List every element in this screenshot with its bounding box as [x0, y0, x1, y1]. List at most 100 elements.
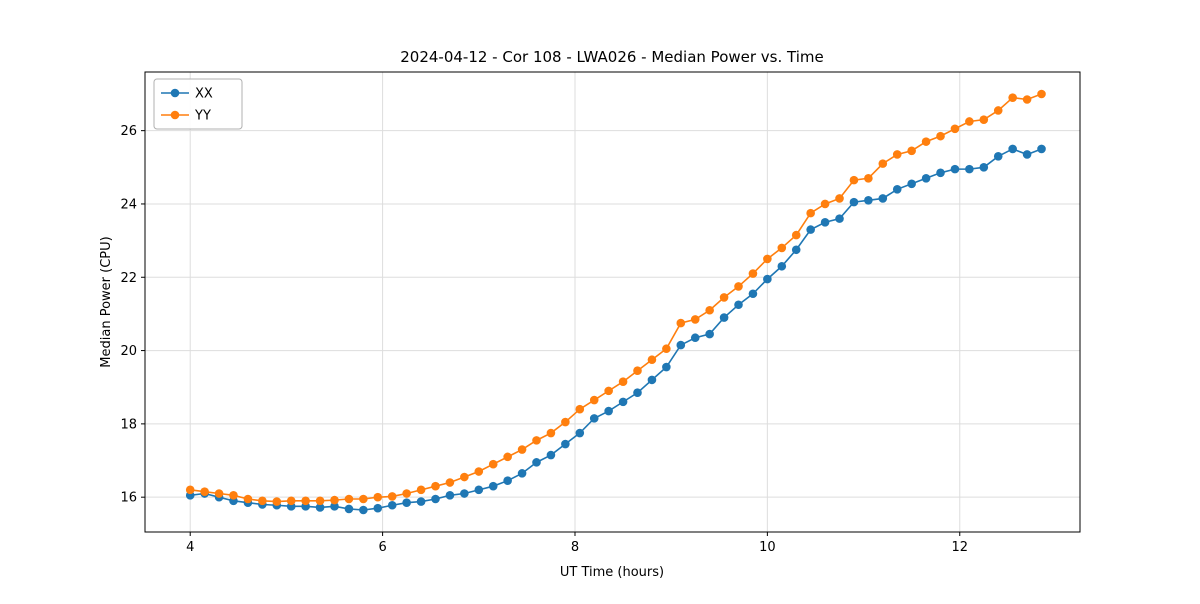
data-point	[503, 476, 512, 485]
data-point	[359, 505, 368, 515]
data-point	[503, 452, 512, 462]
series-layer	[185, 89, 1046, 515]
data-point	[950, 124, 960, 134]
data-point	[820, 217, 830, 227]
data-point	[690, 333, 700, 343]
data-point	[387, 500, 397, 510]
data-point	[1037, 144, 1046, 154]
data-point	[286, 496, 296, 506]
data-point	[864, 173, 873, 183]
x-axis-label: UT Time (hours)	[560, 565, 664, 580]
data-point	[402, 489, 411, 498]
data-point	[878, 194, 888, 203]
data-point	[488, 481, 498, 491]
data-point	[416, 497, 426, 506]
y-tick-label: 16	[120, 491, 137, 506]
legend-marker	[170, 88, 180, 98]
data-point	[243, 494, 253, 504]
data-point	[517, 469, 527, 478]
data-point	[344, 504, 354, 514]
data-point	[820, 199, 830, 209]
data-point	[777, 243, 787, 253]
x-tick-label: 8	[571, 540, 579, 555]
axis-ticks: 4 6 8 10 12 16 18 20 22 24 26	[120, 124, 968, 555]
data-point	[647, 375, 657, 385]
data-point	[806, 225, 815, 234]
data-point	[474, 467, 484, 476]
legend-label: YY	[194, 109, 211, 124]
data-point	[373, 503, 383, 513]
data-point	[546, 428, 556, 438]
series-YY	[185, 89, 1046, 506]
data-point	[589, 395, 599, 405]
data-point	[633, 366, 642, 376]
data-point	[719, 313, 729, 322]
data-point	[748, 269, 758, 278]
data-point	[921, 173, 931, 183]
y-tick-label: 18	[120, 417, 137, 432]
data-point	[575, 428, 585, 438]
data-point	[330, 502, 339, 511]
y-tick-label: 20	[120, 344, 137, 359]
legend: XX YY	[153, 78, 243, 130]
data-point	[849, 175, 859, 185]
y-tick-label: 26	[120, 124, 137, 139]
data-point	[445, 491, 455, 500]
data-point	[835, 214, 844, 223]
data-point	[315, 496, 325, 506]
data-point	[604, 386, 613, 396]
data-point	[950, 164, 960, 174]
data-point	[835, 194, 844, 203]
data-point	[662, 344, 671, 354]
data-point	[402, 498, 411, 507]
series-line-YY	[190, 93, 1042, 503]
data-point	[373, 492, 383, 502]
data-point	[474, 485, 484, 495]
data-point	[734, 300, 743, 310]
data-point	[330, 495, 339, 505]
data-point	[618, 397, 628, 407]
legend-marker	[170, 110, 180, 120]
data-point	[431, 494, 440, 504]
data-point	[705, 305, 714, 315]
data-point	[315, 503, 325, 512]
data-point	[1037, 89, 1046, 99]
data-point	[229, 491, 238, 500]
data-point	[647, 355, 657, 365]
data-point	[763, 254, 772, 264]
data-point	[575, 404, 585, 414]
data-point	[907, 146, 916, 156]
data-point	[488, 459, 498, 469]
data-point	[993, 152, 1003, 161]
data-point	[344, 494, 354, 504]
data-point	[892, 150, 902, 159]
data-point	[979, 115, 989, 124]
data-point	[633, 388, 642, 398]
data-point	[561, 439, 570, 449]
data-point	[705, 329, 714, 339]
data-point	[460, 472, 469, 482]
legend-label: XX	[195, 87, 213, 102]
chart-title: 2024-04-12 - Cor 108 - LWA026 - Median P…	[400, 48, 824, 66]
data-point	[791, 230, 801, 240]
data-point	[445, 478, 455, 487]
data-point	[965, 117, 974, 126]
series-XX	[185, 144, 1046, 515]
data-point	[936, 131, 945, 141]
data-point	[1022, 95, 1032, 104]
data-point	[359, 494, 368, 504]
y-axis-label: Median Power (CPU)	[99, 236, 114, 367]
x-tick-label: 12	[951, 540, 968, 555]
data-point	[301, 496, 310, 506]
data-point	[936, 168, 945, 178]
data-point	[460, 489, 469, 498]
x-tick-label: 10	[759, 540, 776, 555]
series-line-XX	[190, 148, 1042, 511]
legend-item-YY: YY	[161, 109, 211, 124]
data-point	[532, 436, 541, 445]
data-point	[517, 445, 527, 454]
data-point	[431, 481, 440, 491]
data-point	[907, 179, 916, 189]
data-point	[806, 208, 815, 218]
